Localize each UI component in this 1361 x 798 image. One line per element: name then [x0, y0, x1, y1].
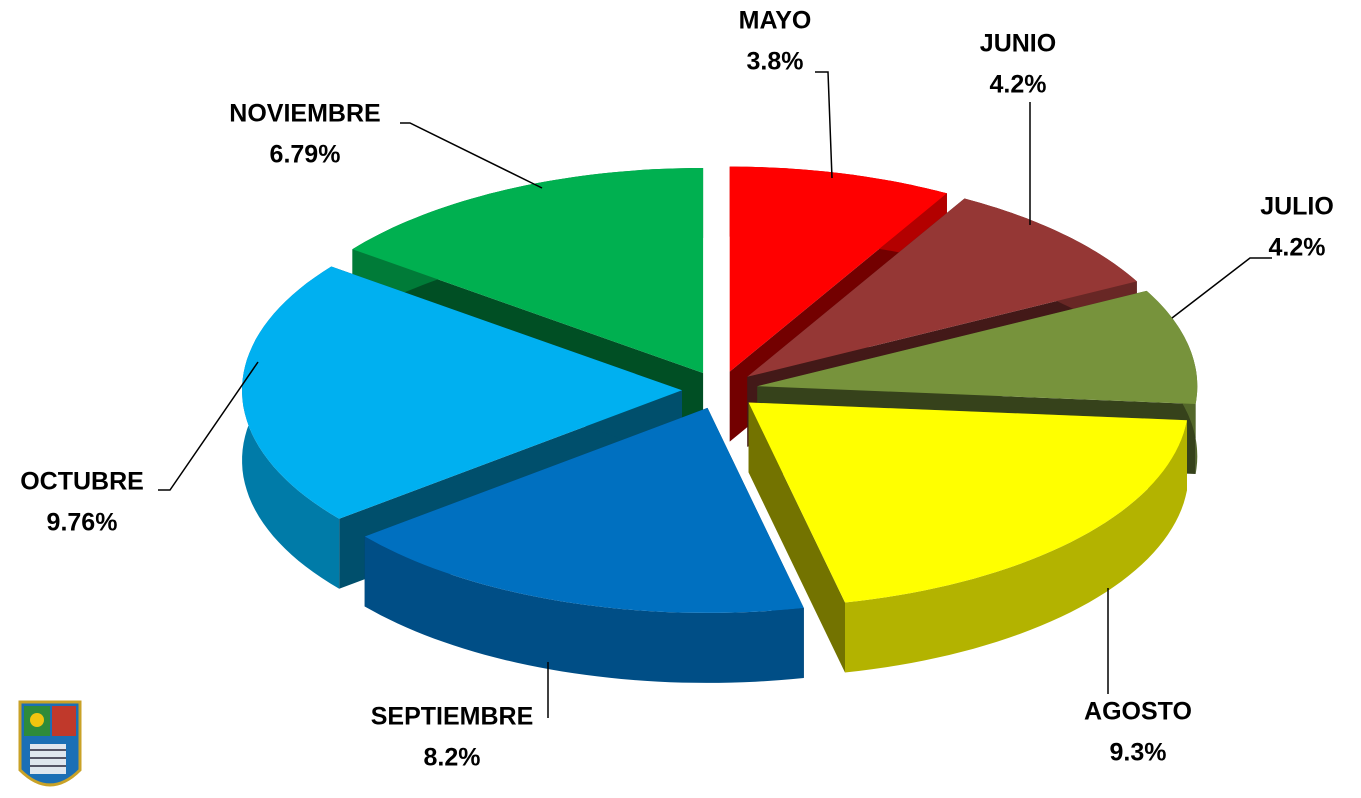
value-label: 4.2% — [1269, 234, 1326, 262]
slice — [364, 407, 804, 683]
leader-line — [815, 71, 833, 179]
value-label: 6.79% — [270, 141, 341, 169]
slice-top — [242, 266, 682, 519]
leader-line — [158, 361, 259, 491]
value-label: 4.2% — [990, 71, 1047, 99]
value-label: 9.76% — [47, 509, 118, 537]
slice-top — [747, 198, 1137, 377]
slice-top — [352, 168, 704, 373]
slice-side — [748, 402, 845, 673]
leader-line — [400, 122, 543, 189]
value-label: 9.3% — [1110, 739, 1167, 767]
slice-label: AGOSTO — [1084, 698, 1192, 726]
leader-line — [1171, 257, 1272, 319]
slice-top — [757, 290, 1198, 404]
value-label: 8.2% — [424, 744, 481, 772]
slice-wall — [845, 420, 1187, 673]
slice-top — [364, 407, 804, 613]
slice-label: SEPTIEMBRE — [371, 703, 534, 731]
value-label: 3.8% — [747, 48, 804, 76]
slice-label: OCTUBRE — [20, 468, 144, 496]
slice-wall — [364, 536, 804, 683]
slice-label: JUNIO — [980, 30, 1056, 58]
slice — [748, 402, 1187, 673]
logo — [18, 700, 82, 787]
slice-label: JULIO — [1260, 193, 1334, 221]
slice-label: MAYO — [739, 7, 812, 35]
slice-top — [748, 402, 1187, 603]
slice-top — [729, 166, 947, 372]
slice-label: NOVIEMBRE — [229, 100, 380, 128]
